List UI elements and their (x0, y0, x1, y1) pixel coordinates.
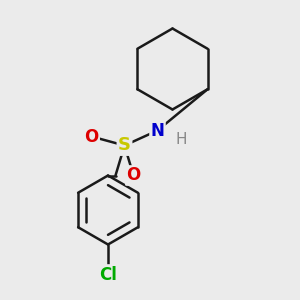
Text: H: H (176, 132, 187, 147)
Text: S: S (118, 136, 131, 154)
Text: Cl: Cl (99, 266, 117, 284)
Text: N: N (151, 122, 164, 140)
Text: O: O (126, 167, 141, 184)
Text: O: O (84, 128, 99, 146)
